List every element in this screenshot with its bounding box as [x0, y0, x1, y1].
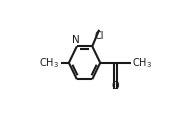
- Text: Cl: Cl: [94, 31, 104, 41]
- Text: O: O: [112, 81, 120, 91]
- Text: CH$_3$: CH$_3$: [39, 56, 59, 70]
- Text: CH$_3$: CH$_3$: [132, 56, 152, 70]
- Text: N: N: [72, 35, 80, 45]
